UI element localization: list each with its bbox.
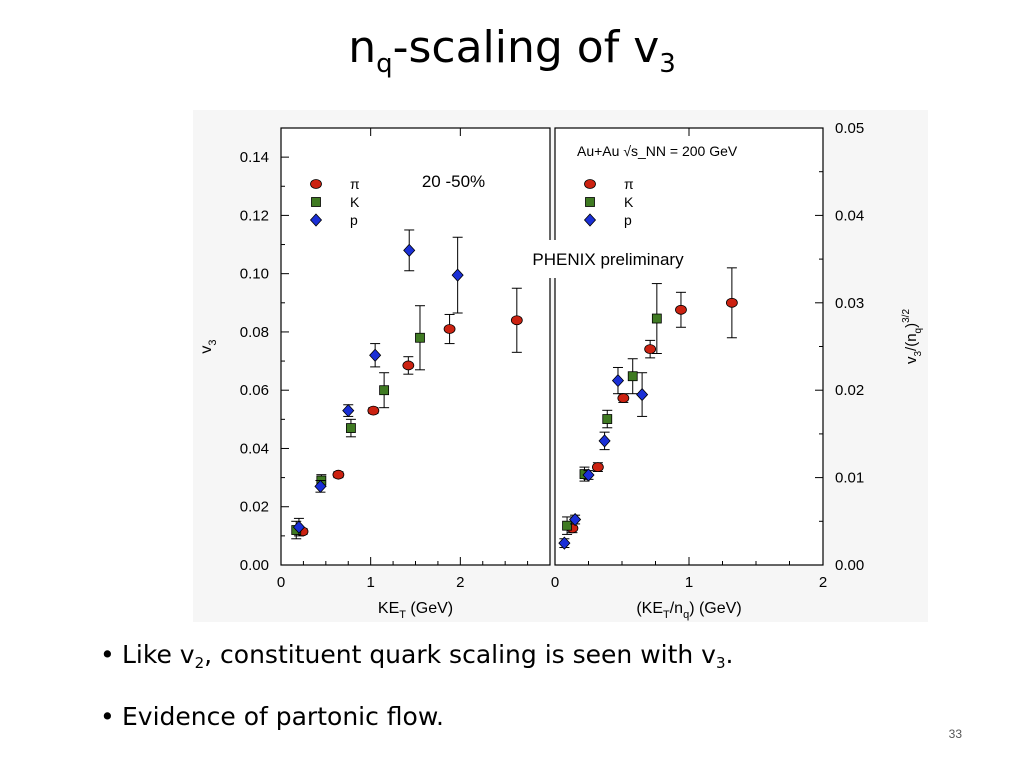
legend-marker [583,213,597,227]
data-point [569,512,582,527]
legend-label: K [350,194,360,210]
nq-scaling-chart: 0 1 2 0.00 0.02 0.04 0.06 0.08 0.10 0.12 0.14 KET (… [193,110,928,622]
y-tick-label: 0.08 [240,324,269,341]
y-tick-label: 0.10 [240,266,269,283]
page-number: 33 [948,727,962,741]
y-tick-label: 0.12 [240,207,269,224]
y-tick-label: 0.04 [835,207,864,224]
legend-label: p [350,212,358,228]
data-point [403,243,416,257]
data-point [675,304,687,315]
legend-marker [584,179,596,189]
plot-frame-left [280,127,551,566]
data-point [510,315,523,326]
data-point [602,414,613,424]
annotation-text: 20 -50% [422,172,485,191]
y-tick-label: 0.14 [240,149,269,166]
data-point [332,469,345,480]
x-axis-label: (KET/nq) (GeV) [636,600,741,621]
x-tick-label: 2 [456,574,464,591]
y-axis-label: v3/(nq)3/2 [901,309,924,364]
x-tick-label: 1 [366,574,374,591]
data-point [369,348,382,362]
data-point [346,423,356,433]
data-point [415,332,425,343]
data-point [644,344,657,355]
data-point [651,313,662,324]
data-point [611,373,625,388]
data-point [342,404,355,418]
plot-header: Au+Au √s_NN = 200 GeV [577,143,738,159]
y-tick-label: 0.00 [835,557,864,574]
bullet-item: • Like v2, constituent quark scaling is s… [100,640,734,672]
legend-label: K [624,194,634,210]
legend-marker [311,197,321,207]
y-tick-label: 0.02 [835,382,864,399]
data-point [451,268,464,282]
data-point [582,468,595,482]
y-tick-label: 0.05 [835,120,864,137]
x-tick-label: 2 [819,574,827,591]
data-point [379,385,390,396]
y-tick-label: 0.02 [240,499,269,516]
legend-marker [310,179,322,189]
data-point [591,462,604,473]
data-point [562,520,572,531]
legend-label: π [350,176,360,192]
y-axis-label: v3 [198,339,219,353]
plot-frame-right [554,127,824,566]
data-point [367,405,380,416]
bullet-item: • Evidence of partonic flow. [100,702,444,731]
legend-marker [585,197,595,207]
legend-marker [309,213,323,227]
data-point [598,434,611,448]
y-tick-label: 0.01 [835,470,864,487]
data-point [627,371,638,382]
data-point [636,387,649,402]
data-point [292,520,305,534]
annotation-box [498,240,718,278]
data-point [617,393,630,403]
legend-label: p [624,212,632,228]
data-point [402,360,415,371]
y-tick-label: 0.06 [240,382,269,399]
y-tick-label: 0.03 [835,295,864,312]
x-tick-label: 0 [551,574,559,591]
x-axis-label: KET (GeV) [378,600,453,621]
x-tick-label: 0 [277,574,285,591]
data-point [725,297,738,308]
legend-label: π [624,176,634,192]
y-tick-label: 0.04 [240,440,269,457]
data-point [558,536,571,550]
x-tick-label: 1 [685,574,693,591]
slide-title: nq-scaling of v3 [348,22,676,79]
data-point [314,479,327,493]
y-tick-label: 0.00 [240,557,269,574]
data-point [443,324,456,334]
annotation-text: PHENIX preliminary [532,250,684,269]
annotation-box [406,165,501,197]
